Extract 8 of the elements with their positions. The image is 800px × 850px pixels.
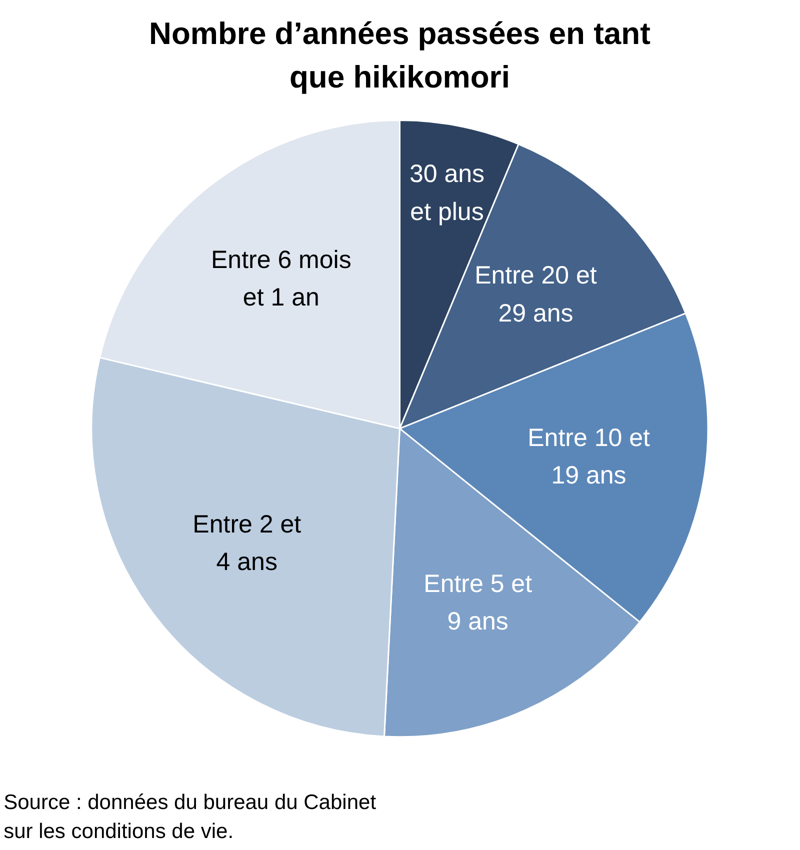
source-note: Source : données du bureau du Cabinet sur les conditions de vie. [4,791,376,843]
slice-label: 30 ans et plus [409,160,485,226]
slice-label: Entre 5 et 9 ans [424,570,532,636]
slice-label: Entre 10 et 19 ans [528,424,650,490]
slice-label: Entre 20 et 29 ans [474,262,597,328]
chart-title: Nombre d’années passées en tant que hikikomori [149,16,650,95]
slice-label: Entre 2 et 4 ans [192,510,302,576]
slice-label: Entre 6 mois et 1 an [210,246,352,312]
